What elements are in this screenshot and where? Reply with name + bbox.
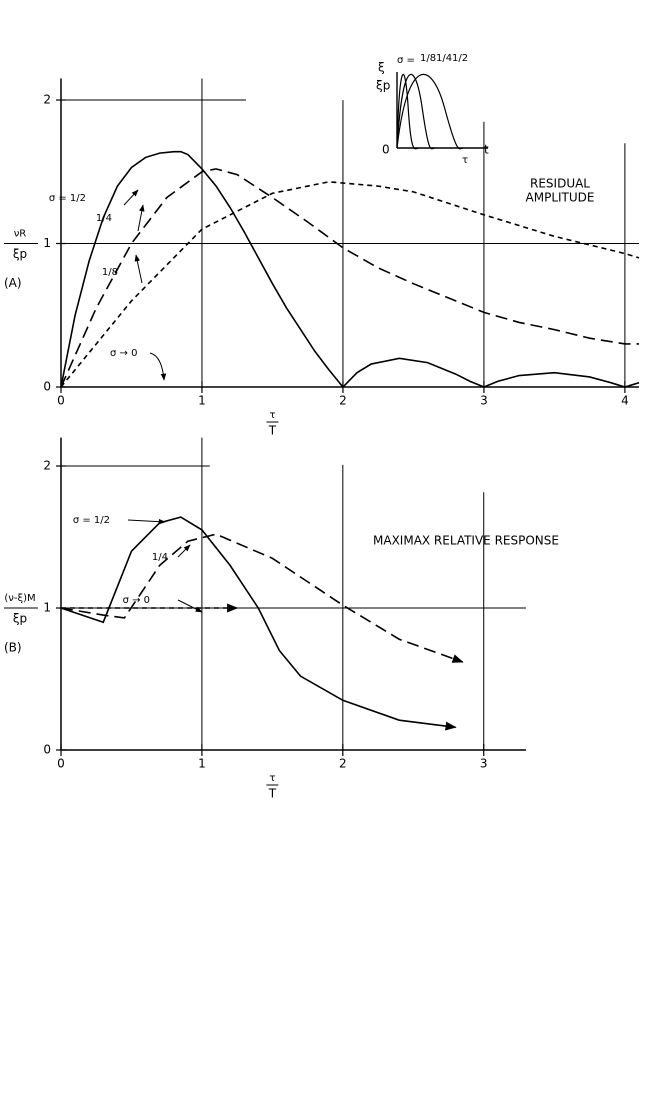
- annotation: AMPLITUDE: [526, 191, 595, 205]
- y-label-bottom: ξp: [13, 612, 27, 626]
- x-tick-label: 1: [198, 394, 206, 408]
- label-arrow: [123, 189, 139, 206]
- panel-label: (A): [4, 276, 22, 290]
- inset-label: t: [484, 143, 489, 157]
- series-label: 1/8: [102, 267, 118, 278]
- label-arrow: [127, 518, 166, 525]
- x-label-top: τ: [269, 773, 275, 784]
- inset-pulse: [396, 74, 420, 150]
- inset-label: 1/4: [436, 53, 452, 64]
- inset-label: 1/8: [420, 53, 436, 64]
- y-tick-label: 0: [43, 743, 51, 757]
- panel-label: (B): [4, 641, 22, 655]
- y-label-bottom: ξp: [13, 247, 27, 261]
- inset-pulse: [396, 74, 464, 150]
- series-line: [60, 150, 640, 389]
- y-tick-label: 1: [43, 601, 51, 615]
- x-label-top: τ: [269, 410, 275, 421]
- y-label-top: (ν-ξ)M: [4, 593, 35, 604]
- series-label: σ = 1/2: [73, 515, 110, 526]
- x-label-bottom: T: [268, 787, 277, 801]
- x-tick-label: 2: [339, 757, 347, 771]
- inset-label: ξp: [376, 79, 390, 93]
- inset-label: σ =: [397, 55, 415, 66]
- x-tick-label: 0: [57, 394, 65, 408]
- x-tick-label: 4: [621, 394, 629, 408]
- x-tick-label: 3: [480, 394, 488, 408]
- y-tick-label: 2: [43, 93, 51, 107]
- zero-note: σ → 0: [110, 348, 137, 359]
- x-tick-label: 0: [57, 757, 65, 771]
- series-line: [60, 168, 639, 388]
- series-label: σ = 1/2: [49, 193, 86, 204]
- inset-label: ξ: [378, 61, 385, 75]
- annotation: RESIDUAL: [530, 177, 590, 191]
- series-label: 1/4: [96, 213, 112, 224]
- inset-label: τ: [462, 155, 468, 166]
- x-tick-label: 2: [339, 394, 347, 408]
- series-line: [60, 533, 464, 663]
- label-arrow: [177, 544, 191, 558]
- label-arrow: [137, 204, 145, 232]
- label-arrow: [177, 599, 203, 613]
- label-arrow: [134, 254, 143, 284]
- annotation: MAXIMAX RELATIVE RESPONSE: [373, 534, 559, 548]
- zero-arrow: [149, 352, 167, 381]
- x-tick-label: 1: [198, 757, 206, 771]
- x-label-bottom: T: [268, 424, 277, 438]
- y-tick-label: 0: [43, 380, 51, 394]
- inset-pulse: [396, 74, 436, 150]
- series-line: [60, 181, 640, 388]
- x-tick-label: 3: [480, 757, 488, 771]
- inset-label: 0: [382, 143, 390, 157]
- series-label: σ → 0: [123, 595, 150, 606]
- inset-label: 1/2: [452, 53, 468, 64]
- y-label-top: νR: [14, 229, 27, 240]
- series-line: [60, 516, 457, 731]
- series-label: 1/4: [152, 552, 168, 563]
- y-tick-label: 1: [43, 236, 51, 250]
- y-tick-label: 2: [43, 459, 51, 473]
